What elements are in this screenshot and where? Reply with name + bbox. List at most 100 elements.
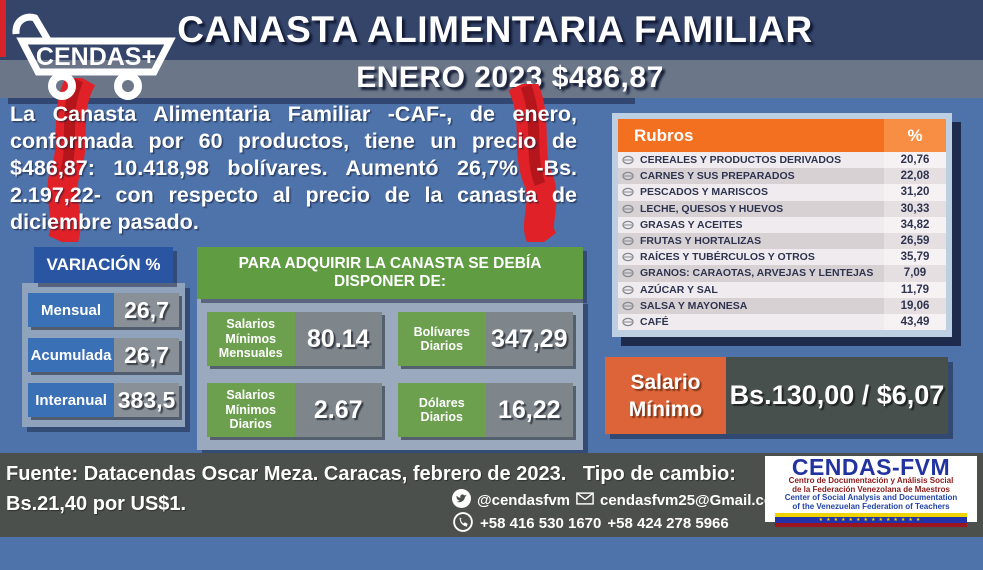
table-row: FRUTAS Y HORTALIZAS 26,59 [618, 232, 946, 250]
org-line-en-1: Center of Social Analysis and Documentat… [784, 493, 958, 503]
coffee-icon [621, 316, 635, 328]
variation-label: Acumulada [28, 338, 115, 372]
fish-icon [621, 186, 635, 198]
variation-body: Mensual 26,7 Acumulada 26,7 Interanual 3… [22, 283, 185, 427]
phone-number-1: +58 416 530 1670 [480, 515, 602, 532]
page-title: CANASTA ALIMENTARIA FAMILIAR [177, 9, 813, 50]
variation-label: Mensual [28, 293, 115, 327]
meat-icon [621, 170, 635, 182]
card-label: Salarios Mínimos Diarios [207, 383, 295, 437]
rubro-pct: 43,49 [884, 313, 946, 331]
card-label: Dólares Diarios [398, 383, 486, 437]
rubro-name: CEREALES Y PRODUCTOS DERIVADOS [640, 154, 842, 167]
pct-header: % [884, 119, 946, 152]
source-text: Fuente: Datacendas Oscar Meza. Caracas, … [6, 463, 736, 515]
email-icon [576, 491, 594, 510]
rubros-header: Rubros [618, 119, 884, 152]
social-line-1: @cendasfvm cendasfvm25@Gmail.com [452, 489, 786, 512]
phone-number-2: +58 424 278 5966 [607, 515, 729, 532]
rubro-pct: 30,33 [884, 200, 946, 217]
table-row: GRASAS Y ACEITES 34,82 [618, 216, 946, 233]
flag-yellow-band [775, 513, 967, 518]
card-value: 2.67 [294, 383, 382, 437]
org-name: CENDAS-FVM [791, 454, 951, 480]
variation-row-interanual: Interanual 383,5 [28, 383, 179, 417]
card-label: Bolívares Diarios [398, 312, 486, 366]
social-contacts: @cendasfvm cendasfvm25@Gmail.com +58 416… [452, 489, 786, 535]
card-dolares-diarios: Dólares Diarios 16,22 [398, 383, 573, 437]
variation-title: VARIACIÓN % [34, 247, 173, 283]
rubro-pct: 35,79 [884, 249, 946, 266]
variation-row-acumulada: Acumulada 26,7 [28, 338, 179, 372]
table-row: CEREALES Y PRODUCTOS DERIVADOS 20,76 [618, 152, 946, 169]
rubro-name: FRUTAS Y HORTALIZAS [640, 235, 762, 248]
cendas-cart-logo: CENDAS+ [8, 4, 178, 105]
org-line-es-1: Centro de Documentación y Análisis Socia… [788, 476, 954, 485]
org-line-es-2: de la Federación Venezolana de Maestros [792, 484, 950, 494]
acquire-body: Salarios Mínimos Mensuales 80.14 Bolívar… [197, 299, 583, 450]
rubro-pct: 20,76 [884, 152, 946, 169]
variation-label: Interanual [28, 383, 115, 417]
table-row: GRANOS: CARAOTAS, ARVEJAS Y LENTEJAS 7,0… [618, 265, 946, 282]
rubro-pct: 11,79 [884, 281, 946, 298]
rubro-pct: 22,08 [884, 168, 946, 185]
flag-red-band [775, 523, 967, 528]
rubro-pct: 19,06 [884, 297, 946, 314]
red-arrow-right [496, 77, 566, 251]
dairy-icon [621, 203, 635, 215]
rubro-name: CAFÉ [640, 315, 669, 328]
email-address: cendasfvm25@Gmail.com [600, 492, 787, 509]
table-header-row: Rubros % [618, 119, 946, 152]
whatsapp-icon [452, 511, 474, 537]
intro-paragraph: La Canasta Alimentaria Familiar -CAF-, d… [10, 102, 577, 234]
rubro-name: GRANOS: CARAOTAS, ARVEJAS Y LENTEJAS [640, 267, 874, 280]
rubro-pct: 26,59 [884, 232, 946, 250]
acquire-title: PARA ADQUIRIR LA CANASTA SE DEBÍA DISPON… [197, 247, 583, 299]
rubro-pct: 34,82 [884, 216, 946, 233]
table-row: SALSA Y MAYONESA 19,06 [618, 297, 946, 314]
rubros-table: Rubros % CEREALES Y PRODUCTOS DERIVADOS … [612, 113, 952, 338]
shopping-cart-icon: CENDAS+ [12, 13, 176, 100]
cereals-icon [621, 154, 635, 166]
rubro-pct: 7,09 [884, 265, 946, 282]
org-line-en-2: of the Venezuelan Federation of Teachers [792, 501, 950, 511]
acquire-panel: PARA ADQUIRIR LA CANASTA SE DEBÍA DISPON… [197, 247, 583, 450]
rubro-name: LECHE, QUESOS Y HUEVOS [640, 202, 784, 215]
card-salarios-minimos-mensuales: Salarios Mínimos Mensuales 80.14 [207, 312, 382, 366]
rubro-name: GRASAS Y ACEITES [640, 218, 743, 231]
sauce-icon [621, 300, 635, 312]
variation-panel: VARIACIÓN % Mensual 26,7 Acumulada 26,7 … [22, 247, 185, 427]
social-line-2: +58 416 530 1670 +58 424 278 5966 [452, 511, 786, 537]
minimum-wage-value: Bs.130,00 / $6,07 [726, 357, 948, 434]
sugar-icon [621, 284, 635, 296]
card-bolivares-diarios: Bolívares Diarios 347,29 [398, 312, 573, 366]
rubro-name: SALSA Y MAYONESA [640, 299, 748, 312]
footer-bar: Fuente: Datacendas Oscar Meza. Caracas, … [0, 453, 983, 537]
table-row: RAÍCES Y TUBÉRCULOS Y OTROS 35,79 [618, 249, 946, 266]
fruits-icon [621, 235, 635, 247]
table-row: AZÚCAR Y SAL 11,79 [618, 281, 946, 298]
table-row: LECHE, QUESOS Y HUEVOS 30,33 [618, 200, 946, 217]
rubro-name: CARNES Y SUS PREPARADOS [640, 170, 795, 183]
flag-blue-band: ★★★★★★★★★★★★★★ [775, 517, 967, 524]
variation-row-mensual: Mensual 26,7 [28, 293, 179, 327]
header-band-sub [0, 60, 983, 98]
table-row: CAFÉ 43,49 [618, 313, 946, 331]
card-value: 80.14 [294, 312, 382, 366]
card-value: 347,29 [485, 312, 573, 366]
header-shadow [8, 98, 635, 104]
card-salarios-minimos-diarios: Salarios Mínimos Diarios 2.67 [207, 383, 382, 437]
card-label: Salarios Mínimos Mensuales [207, 312, 295, 366]
minimum-wage-panel: Salario Mínimo Bs.130,00 / $6,07 [605, 357, 948, 434]
rubro-name: AZÚCAR Y SAL [640, 283, 718, 296]
variation-value: 383,5 [114, 383, 179, 417]
cendas-fvm-logo: CENDAS-FVM Centro de Documentación y Aná… [765, 454, 977, 528]
variation-value: 26,7 [114, 338, 179, 372]
page-subtitle: ENERO 2023 $486,87 [356, 61, 664, 94]
rubro-name: PESCADOS Y MARISCOS [640, 186, 768, 199]
table-row: PESCADOS Y MARISCOS 31,20 [618, 184, 946, 201]
corner-red-accent [0, 0, 6, 57]
variation-value: 26,7 [114, 293, 179, 327]
grains-icon [621, 267, 635, 279]
